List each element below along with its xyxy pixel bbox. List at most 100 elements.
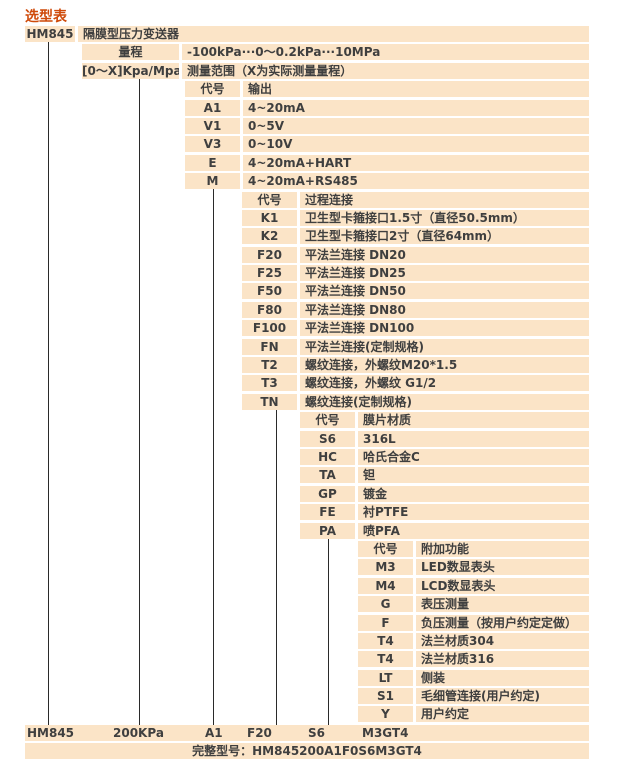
option-desc: 4~20mA	[243, 99, 589, 116]
option-code: FN	[242, 338, 297, 355]
option-code: F50	[242, 283, 297, 300]
option-desc: 法兰材质304	[416, 632, 589, 649]
option-code: G	[358, 596, 413, 613]
option-row: PA 喷PFA	[25, 522, 589, 539]
option-row: V1 0~5V	[25, 117, 589, 134]
option-code: F	[358, 614, 413, 631]
section-header-row: 代号 附加功能	[25, 540, 589, 557]
option-desc: 平法兰连接 DN50	[300, 283, 589, 300]
option-row: HC 哈氏合金C	[25, 448, 589, 465]
option-row: M4 LCD数显表头	[25, 577, 589, 594]
model-code-cell: HM845	[25, 26, 75, 42]
section-desc-header: 输出	[243, 81, 589, 98]
example-value: S6	[308, 725, 325, 740]
full-model-value: HM845200A1F0S6M3GT4	[252, 744, 422, 759]
option-code: A1	[185, 99, 240, 116]
option-desc: 螺纹连接，外螺纹M20*1.5	[300, 357, 589, 374]
range-row: [0～X]Kpa/Mpa 测量范围（X为实际测量量程）	[25, 62, 589, 79]
option-desc: 法兰材质316	[416, 651, 589, 668]
example-selection-cell: HM845 200KPa A1 F20 S6 M3GT4	[25, 724, 589, 741]
model-row: HM845 隔膜型压力变送器	[25, 26, 589, 42]
option-code: M4	[358, 577, 413, 594]
option-code: V3	[185, 136, 240, 153]
option-code: M	[185, 173, 240, 190]
option-desc: 镀金	[358, 485, 589, 502]
page-title: 选型表	[25, 9, 67, 25]
option-row: FE 衬PTFE	[25, 504, 589, 521]
connector-line-model	[48, 42, 49, 726]
option-code: T3	[242, 375, 297, 392]
option-code: GP	[300, 485, 355, 502]
option-row: F20 平法兰连接 DN20	[25, 246, 589, 263]
option-desc: 0~10V	[243, 136, 589, 153]
option-row: T2 螺纹连接，外螺纹M20*1.5	[25, 357, 589, 374]
option-desc: 平法兰连接(定制规格)	[300, 338, 589, 355]
option-desc: 316L	[358, 430, 589, 447]
section-code-header: 代号	[300, 412, 355, 429]
option-desc: LCD数显表头	[416, 577, 589, 594]
option-row: T4 法兰材质316	[25, 651, 589, 668]
option-code: Y	[358, 706, 413, 723]
option-code: E	[185, 154, 240, 171]
example-value: HM845	[27, 725, 75, 740]
option-code: F80	[242, 301, 297, 318]
option-desc: 4~20mA+RS485	[243, 173, 589, 190]
option-code: K2	[242, 228, 297, 245]
option-row: A1 4~20mA	[25, 99, 589, 116]
section-header-row: 代号 输出	[25, 81, 589, 98]
option-row: S6 316L	[25, 430, 589, 447]
option-desc: 4~20mA+HART	[243, 154, 589, 171]
option-row: LT 侧装	[25, 669, 589, 686]
option-code: LT	[358, 669, 413, 686]
option-row: FN 平法兰连接(定制规格)	[25, 338, 589, 355]
option-row: F80 平法兰连接 DN80	[25, 301, 589, 318]
example-value: 200KPa	[113, 725, 164, 740]
option-desc: 毛细管连接(用户约定)	[416, 688, 589, 705]
option-code: FE	[300, 504, 355, 521]
range-desc-cell: 测量范围（X为实际测量量程）	[182, 62, 589, 79]
connector-line-range	[139, 78, 140, 726]
option-row: F100 平法兰连接 DN100	[25, 320, 589, 337]
option-code: K1	[242, 209, 297, 226]
example-selection-row: HM845 200KPa A1 F20 S6 M3GT4	[25, 724, 589, 741]
section-code-header: 代号	[242, 191, 297, 208]
option-row: V3 0~10V	[25, 136, 589, 153]
option-desc: 钽	[358, 467, 589, 484]
range-label-cell: 量程	[82, 44, 179, 61]
option-desc: 平法兰连接 DN100	[300, 320, 589, 337]
option-code: TA	[300, 467, 355, 484]
option-row: GP 镀金	[25, 485, 589, 502]
option-row: Y 用户约定	[25, 706, 589, 723]
section-header-row: 代号 膜片材质	[25, 412, 589, 429]
option-code: V1	[185, 117, 240, 134]
option-code: M3	[358, 559, 413, 576]
option-row: F50 平法兰连接 DN50	[25, 283, 589, 300]
option-row: T3 螺纹连接，外螺纹 G1/2	[25, 375, 589, 392]
option-row: M 4~20mA+RS485	[25, 173, 589, 190]
option-desc: LED数显表头	[416, 559, 589, 576]
option-desc: 卫生型卡箍接口2寸（直径64mm）	[300, 228, 589, 245]
option-row: E 4~20mA+HART	[25, 154, 589, 171]
option-desc: 衬PTFE	[358, 504, 589, 521]
option-row: G 表压测量	[25, 596, 589, 613]
option-code: F100	[242, 320, 297, 337]
option-desc: 负压测量（按用户约定定做）	[416, 614, 589, 631]
option-desc: 0~5V	[243, 117, 589, 134]
full-model-row: 完整型号：HM845200A1F0S6M3GT4	[25, 743, 589, 760]
full-model-cell: 完整型号：HM845200A1F0S6M3GT4	[25, 743, 589, 760]
connector-line-output	[213, 189, 214, 726]
option-code: T4	[358, 651, 413, 668]
example-value: A1	[205, 725, 223, 740]
option-row: TA 钽	[25, 467, 589, 484]
option-code: S1	[358, 688, 413, 705]
option-desc: 螺纹连接(定制规格)	[300, 393, 589, 410]
option-row: F25 平法兰连接 DN25	[25, 265, 589, 282]
section-header-row: 代号 过程连接	[25, 191, 589, 208]
connector-line-diaphragm-material	[328, 538, 329, 726]
option-code: F20	[242, 246, 297, 263]
range-label-cell: [0～X]Kpa/Mpa	[82, 62, 179, 79]
option-code: F25	[242, 265, 297, 282]
option-desc: 卫生型卡箍接口1.5寸（直径50.5mm）	[300, 209, 589, 226]
option-desc: 平法兰连接 DN25	[300, 265, 589, 282]
option-desc: 螺纹连接，外螺纹 G1/2	[300, 375, 589, 392]
